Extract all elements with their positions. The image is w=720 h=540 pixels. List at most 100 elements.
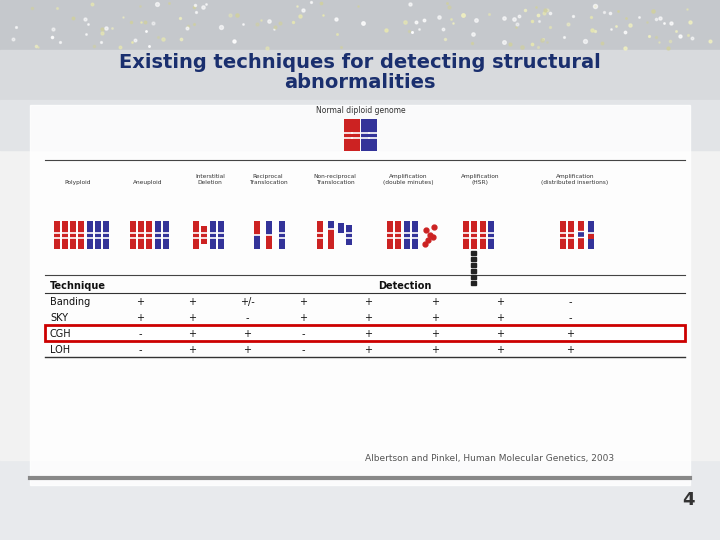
Bar [103, 221, 109, 249]
Text: +: + [188, 313, 196, 323]
Bar [578, 231, 584, 237]
Bar [387, 221, 393, 249]
Bar [361, 119, 369, 151]
Text: -: - [301, 329, 305, 339]
Text: LOH: LOH [50, 345, 70, 355]
Bar [412, 221, 418, 249]
Bar [471, 281, 476, 285]
Bar [568, 221, 574, 249]
Bar [155, 221, 161, 249]
Text: CGH: CGH [50, 329, 71, 339]
Bar [78, 221, 84, 249]
Text: -: - [301, 345, 305, 355]
Bar [588, 221, 594, 249]
Text: +: + [188, 329, 196, 339]
Bar [471, 263, 476, 267]
Text: +: + [431, 297, 439, 307]
Bar [471, 275, 476, 279]
Text: +: + [243, 345, 251, 355]
Bar [471, 257, 476, 261]
Text: +: + [364, 345, 372, 355]
Text: Interstitial
Deletion: Interstitial Deletion [195, 174, 225, 185]
Bar [352, 119, 360, 151]
Bar [266, 221, 272, 235]
Text: +: + [136, 313, 144, 323]
Bar [328, 221, 334, 229]
Text: +: + [496, 313, 504, 323]
Bar [95, 221, 101, 249]
Text: Amplification
(HSR): Amplification (HSR) [461, 174, 499, 185]
Text: +: + [431, 345, 439, 355]
Bar [218, 221, 224, 249]
Bar [588, 234, 594, 239]
Bar [480, 221, 486, 249]
Bar [254, 235, 260, 249]
Bar [70, 221, 76, 249]
Text: Normal diploid genome: Normal diploid genome [316, 106, 406, 115]
Bar [463, 221, 469, 249]
Text: Existing techniques for detecting structural: Existing techniques for detecting struct… [119, 53, 601, 72]
Text: +: + [188, 345, 196, 355]
Bar [395, 221, 401, 249]
Text: +: + [188, 297, 196, 307]
Bar [338, 223, 344, 233]
Bar [560, 221, 566, 249]
Text: +: + [299, 313, 307, 323]
Text: Reciprocal
Translocation: Reciprocal Translocation [248, 174, 287, 185]
Text: +: + [364, 313, 372, 323]
Bar [578, 221, 584, 249]
Bar [0, 40, 720, 460]
Text: +: + [364, 297, 372, 307]
Bar [0, 0, 720, 50]
Bar [130, 221, 136, 249]
Bar [0, 100, 720, 150]
Bar [193, 221, 199, 249]
Text: +: + [364, 329, 372, 339]
Bar [369, 119, 377, 151]
Bar [45, 325, 685, 341]
Text: +: + [566, 345, 574, 355]
Bar [62, 221, 68, 249]
Text: +: + [431, 329, 439, 339]
Bar [344, 119, 352, 151]
Bar [404, 221, 410, 249]
Bar [346, 225, 352, 245]
Text: +: + [299, 297, 307, 307]
Bar [279, 221, 285, 249]
Text: Detection: Detection [378, 281, 432, 291]
Text: Non-reciprocal
Translocation: Non-reciprocal Translocation [314, 174, 356, 185]
Text: +: + [136, 297, 144, 307]
Text: abnormalities: abnormalities [284, 73, 436, 92]
Bar [254, 221, 260, 235]
Bar [201, 226, 207, 244]
Text: Banding: Banding [50, 297, 90, 307]
Text: +: + [496, 329, 504, 339]
Text: Aneuploid: Aneuploid [133, 180, 163, 185]
Text: -: - [568, 297, 572, 307]
Bar [138, 221, 144, 249]
Text: +: + [566, 329, 574, 339]
Text: Amplification
(distributed insertions): Amplification (distributed insertions) [541, 174, 608, 185]
Text: +: + [496, 345, 504, 355]
Text: +: + [431, 313, 439, 323]
Bar [317, 221, 323, 249]
Bar [54, 221, 60, 249]
Bar [146, 221, 152, 249]
Text: 4: 4 [683, 491, 695, 509]
Text: -: - [138, 329, 142, 339]
Bar [30, 105, 690, 485]
Bar [45, 325, 685, 341]
Text: SKY: SKY [50, 313, 68, 323]
Text: -: - [246, 313, 248, 323]
Bar [210, 221, 216, 249]
Bar [0, 50, 720, 100]
Text: +: + [496, 297, 504, 307]
Text: +/-: +/- [240, 297, 254, 307]
Bar [266, 235, 272, 249]
Bar [87, 221, 93, 249]
Text: Amplification
(double minutes): Amplification (double minutes) [383, 174, 433, 185]
Text: +: + [243, 329, 251, 339]
Bar [163, 221, 169, 249]
Text: -: - [138, 345, 142, 355]
Bar [471, 221, 477, 249]
